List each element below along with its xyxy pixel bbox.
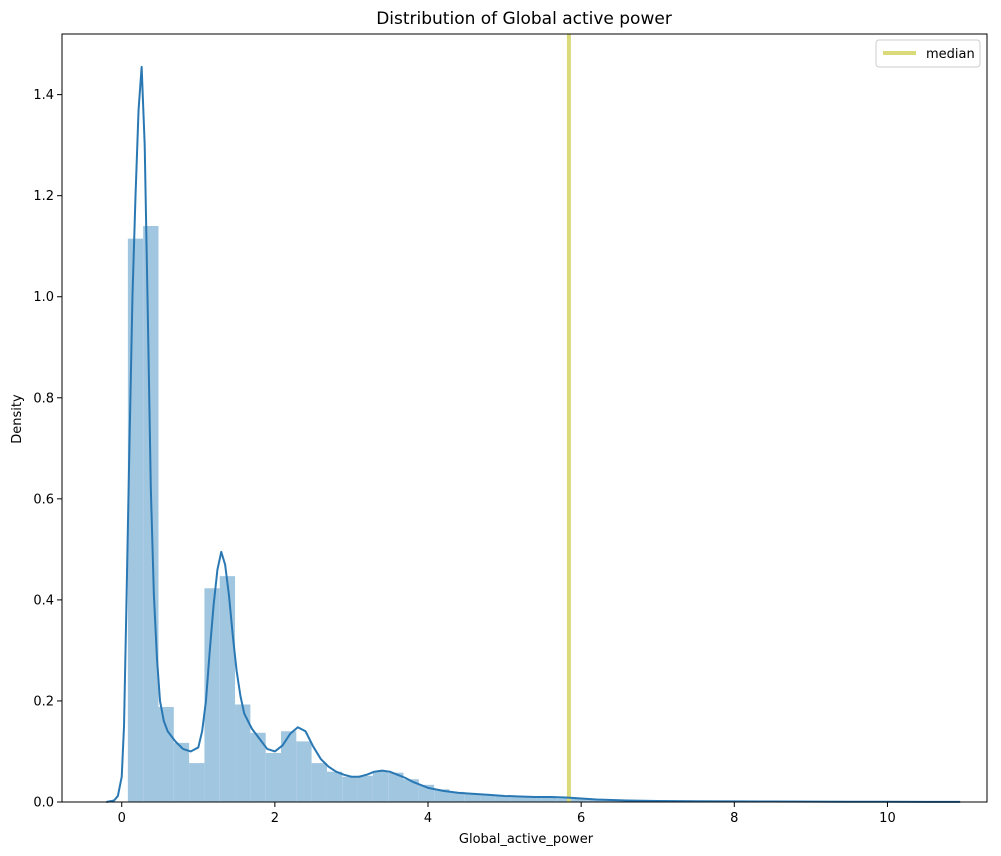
histogram-bar <box>388 772 404 802</box>
y-tick-label: 0.2 <box>33 694 54 709</box>
histogram-bar <box>265 752 281 802</box>
histogram-bar <box>357 775 373 802</box>
x-tick-label: 8 <box>730 811 738 826</box>
histogram-bar <box>173 742 190 802</box>
x-tick-label: 2 <box>271 811 279 826</box>
histogram-bar <box>296 741 312 802</box>
y-tick-label: 0.4 <box>33 593 54 608</box>
histogram-bar <box>189 763 205 802</box>
histogram-bar <box>311 763 327 802</box>
histogram-bar <box>587 799 603 802</box>
x-tick-label: 4 <box>424 811 432 826</box>
histogram-bar <box>342 776 358 802</box>
y-axis-label: Density <box>10 394 25 444</box>
x-tick-label: 0 <box>118 811 126 826</box>
y-tick-label: 1.4 <box>33 88 54 103</box>
histogram-bar <box>403 779 419 802</box>
histogram-bar <box>556 798 572 802</box>
histogram-bar <box>372 771 389 802</box>
histogram-bar <box>617 800 634 802</box>
histogram-bar <box>280 731 297 802</box>
y-tick-label: 1.2 <box>33 189 54 204</box>
histogram-bar <box>495 795 511 802</box>
histogram-bar <box>326 771 343 802</box>
histogram-bar <box>235 704 251 802</box>
y-tick-label: 0.8 <box>33 391 54 406</box>
histogram-bar <box>526 797 542 802</box>
histogram-bar <box>480 794 496 802</box>
histogram-bar <box>510 796 527 802</box>
histogram-bar <box>571 798 588 802</box>
histogram-bar <box>250 732 266 802</box>
histogram-bar <box>204 588 220 802</box>
x-axis-ticks: 0 2 4 6 8 10 <box>118 802 896 826</box>
y-axis-ticks: 0.0 0.2 0.4 0.6 0.8 1.0 1.2 1.4 <box>33 88 62 811</box>
histogram-bar <box>158 707 174 802</box>
x-axis-label: Global_active_power <box>459 832 594 847</box>
histogram-bar <box>464 793 481 802</box>
x-tick-label: 6 <box>577 811 585 826</box>
legend: median <box>875 39 981 68</box>
kde-curve <box>106 65 961 803</box>
y-tick-label: 0.0 <box>33 796 54 811</box>
x-tick-label: 10 <box>879 811 896 826</box>
kde-curve-group <box>106 65 961 803</box>
histogram-bar <box>434 789 450 802</box>
chart-title: Distribution of Global active power <box>376 9 672 29</box>
histogram-bars <box>127 226 741 802</box>
histogram-bar <box>449 791 465 802</box>
y-tick-label: 0.6 <box>33 492 54 507</box>
legend-box <box>875 39 981 68</box>
histogram-bar <box>602 800 618 802</box>
plot-frame <box>61 33 988 803</box>
histogram-bar <box>541 797 557 802</box>
y-tick-label: 1.0 <box>33 290 54 305</box>
histogram-bar <box>219 576 236 802</box>
histogram-bar <box>127 238 144 802</box>
legend-median-label: median <box>926 47 975 62</box>
